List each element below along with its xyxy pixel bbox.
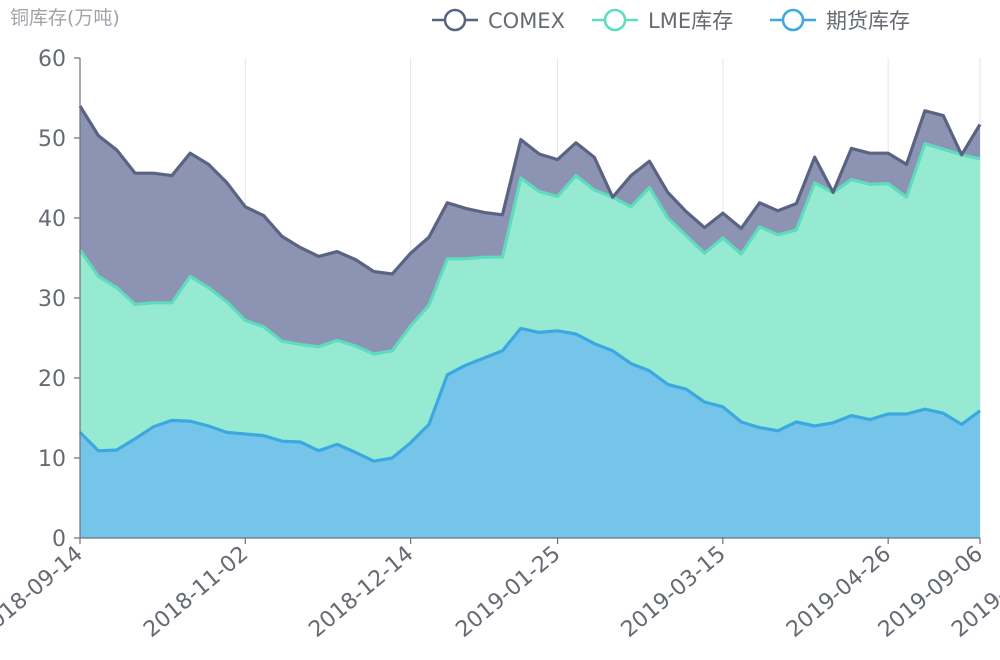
y-tick-label: 30 [38,287,66,312]
series-1-line[interactable] [78,326,981,463]
legend-circle-icon [781,8,805,32]
series-2-line[interactable] [78,142,981,356]
legend-label: COMEX [488,9,565,33]
legend-item-1[interactable]: 期货库存 [770,8,910,33]
legend-circle-icon [443,8,467,32]
series-3-line[interactable] [78,105,982,276]
legend-label: LME库存 [648,9,733,33]
y-tick-label: 60 [38,47,66,72]
y-axis-label: 铜库存(万吨) [10,7,120,29]
x-tick-label: 2018-09-14 [0,541,88,642]
legend-circle-icon [603,8,627,32]
x-tick-label: 2019-03-15 [617,541,731,642]
x-tick-label: 2018-12-14 [304,541,418,642]
x-tick-label: 2019-01-25 [451,541,565,642]
legend-item-2[interactable]: LME库存 [592,8,733,33]
legend-label: 期货库存 [826,9,910,33]
y-tick-label: 20 [38,367,66,392]
y-tick-label: 40 [38,207,66,232]
legend[interactable]: COMEX LME库存 期货库存 [432,8,910,33]
x-tick-label: 2018-11-02 [139,541,253,642]
series-2-area [80,143,980,462]
y-tick-label: 0 [52,527,66,552]
legend-item-3[interactable]: COMEX [432,8,565,33]
y-tick-label: 50 [38,127,66,152]
y-tick-label: 10 [38,447,66,472]
series-3-area [80,106,980,354]
series-1-area [80,328,980,538]
line-layer [78,105,982,463]
area-layer [80,106,980,538]
